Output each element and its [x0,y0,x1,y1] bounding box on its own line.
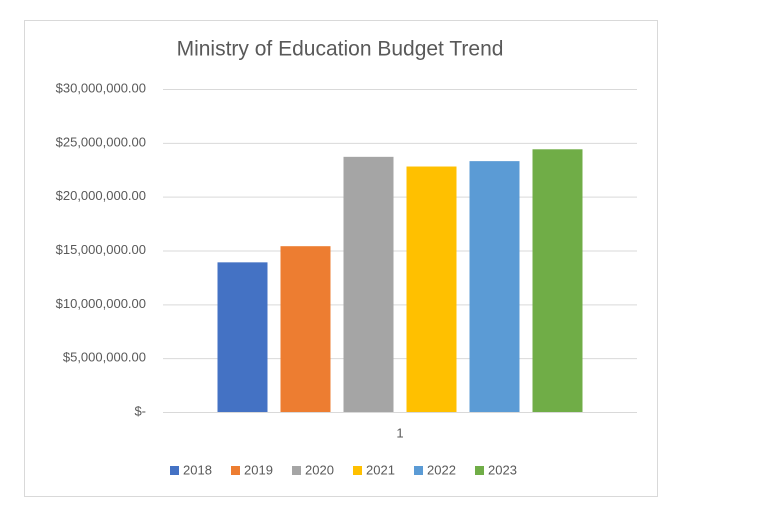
legend-label: 2022 [427,462,456,477]
y-tick-label: $10,000,000.00 [56,296,146,311]
y-tick-label: $5,000,000.00 [63,350,146,365]
bar [343,156,394,412]
legend-swatch [231,466,240,475]
legend-swatch [414,466,423,475]
legend-label: 2023 [488,462,517,477]
legend-swatch [292,466,301,475]
y-tick-label: $25,000,000.00 [56,134,146,149]
legend-swatch [475,466,484,475]
bar [406,166,457,412]
legend-label: 2018 [183,462,212,477]
bar [217,262,268,412]
chart-title: Ministry of Education Budget Trend [177,38,504,61]
legend-label: 2019 [244,462,273,477]
bar [280,246,331,412]
legend-label: 2020 [305,462,334,477]
legend-label: 2021 [366,462,395,477]
legend-swatch [170,466,179,475]
y-tick-label: $20,000,000.00 [56,188,146,203]
y-tick-label: $30,000,000.00 [56,80,146,95]
y-tick-label: $- [134,403,146,418]
legend-swatch [353,466,362,475]
bar [532,149,583,412]
bar [469,161,520,412]
y-tick-label: $15,000,000.00 [56,242,146,257]
x-tick-label: 1 [396,425,403,440]
